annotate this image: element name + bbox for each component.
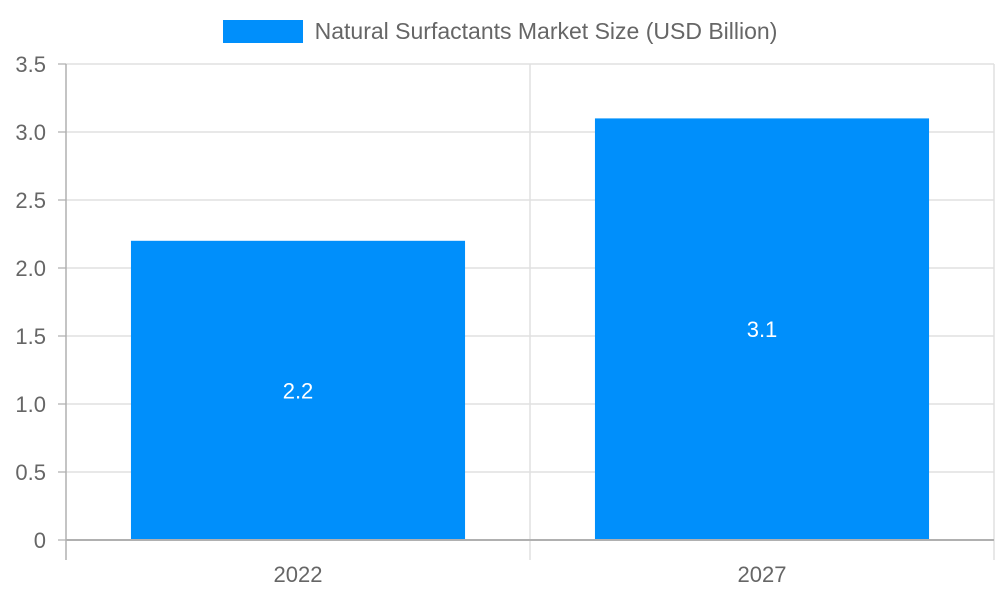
- y-tick-label: 2.0: [15, 256, 46, 281]
- bar-2027[interactable]: [594, 118, 930, 541]
- bar-value-label: 3.1: [747, 317, 778, 342]
- y-tick-label: 3.5: [15, 52, 46, 77]
- x-tick-label: 2022: [274, 562, 323, 587]
- legend-label: Natural Surfactants Market Size (USD Bil…: [314, 18, 778, 44]
- y-tick-label: 3.0: [15, 120, 46, 145]
- legend-swatch[interactable]: [222, 20, 303, 43]
- x-tick-label: 2027: [738, 562, 787, 587]
- y-tick-label: 2.5: [15, 188, 46, 213]
- legend: Natural Surfactants Market Size (USD Bil…: [0, 18, 1000, 45]
- y-tick-label: 1.0: [15, 392, 46, 417]
- bar-2022[interactable]: [130, 240, 466, 541]
- y-tick-label: 1.5: [15, 324, 46, 349]
- y-tick-label: 0: [34, 528, 46, 553]
- y-tick-label: 0.5: [15, 460, 46, 485]
- bar-value-label: 2.2: [283, 378, 314, 403]
